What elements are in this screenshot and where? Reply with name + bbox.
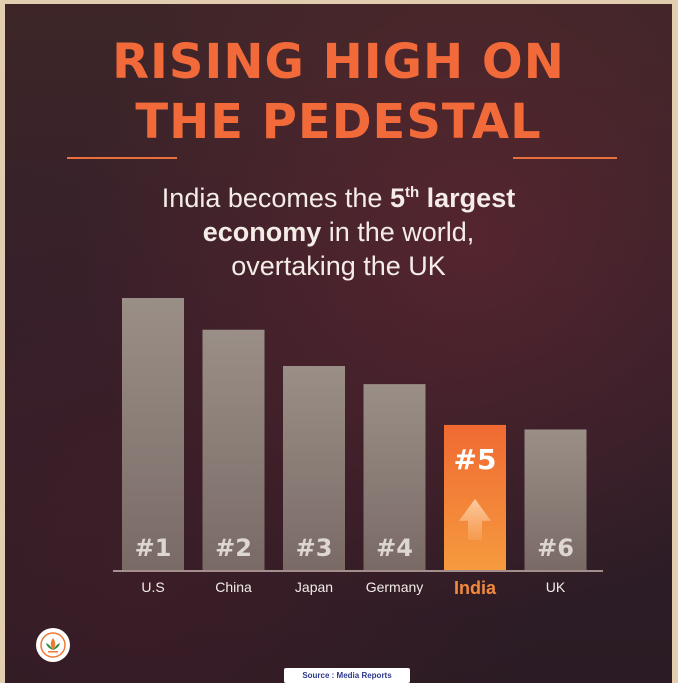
lotus-icon <box>40 632 66 658</box>
category-label: U.S <box>141 579 164 595</box>
subtitle-line-2: economy in the world, <box>202 217 475 247</box>
category-label: UK <box>546 579 566 595</box>
category-label: India <box>454 578 497 598</box>
rank-label: #6 <box>537 534 574 562</box>
bar-india <box>444 424 506 570</box>
bar-germany <box>363 384 426 570</box>
rank-label: #1 <box>135 534 172 562</box>
subtitle: India becomes the 5th largest economy in… <box>5 176 672 283</box>
headline-line-2: THE PEDESTAL <box>135 94 542 150</box>
divider-right <box>513 157 617 159</box>
category-label: Germany <box>366 579 424 595</box>
bar-chart: #1 U.S #2 China #3 Japan #4 Germany #5 India #6 UK <box>113 298 603 598</box>
rank-label: #5 <box>454 443 497 476</box>
bar-us <box>122 298 184 570</box>
up-arrow-icon <box>459 498 491 540</box>
headline-line-1: RISING HIGH ON <box>112 34 565 90</box>
bar-japan <box>283 366 345 570</box>
category-label: Japan <box>295 579 333 595</box>
bar-china <box>202 329 265 570</box>
bar-uk <box>524 429 587 570</box>
rank-label: #2 <box>215 534 252 562</box>
subtitle-line-1: India becomes the 5th largest <box>161 183 516 213</box>
infographic-poster: RISING HIGH ON THE PEDESTAL India become… <box>5 4 672 683</box>
divider-left <box>67 157 177 159</box>
rank-label: #4 <box>376 534 413 562</box>
party-logo <box>36 628 70 662</box>
source-label: Source : Media Reports <box>284 668 410 683</box>
category-label: China <box>215 579 252 595</box>
rank-label: #3 <box>296 534 333 562</box>
subtitle-line-3: overtaking the UK <box>231 251 446 281</box>
